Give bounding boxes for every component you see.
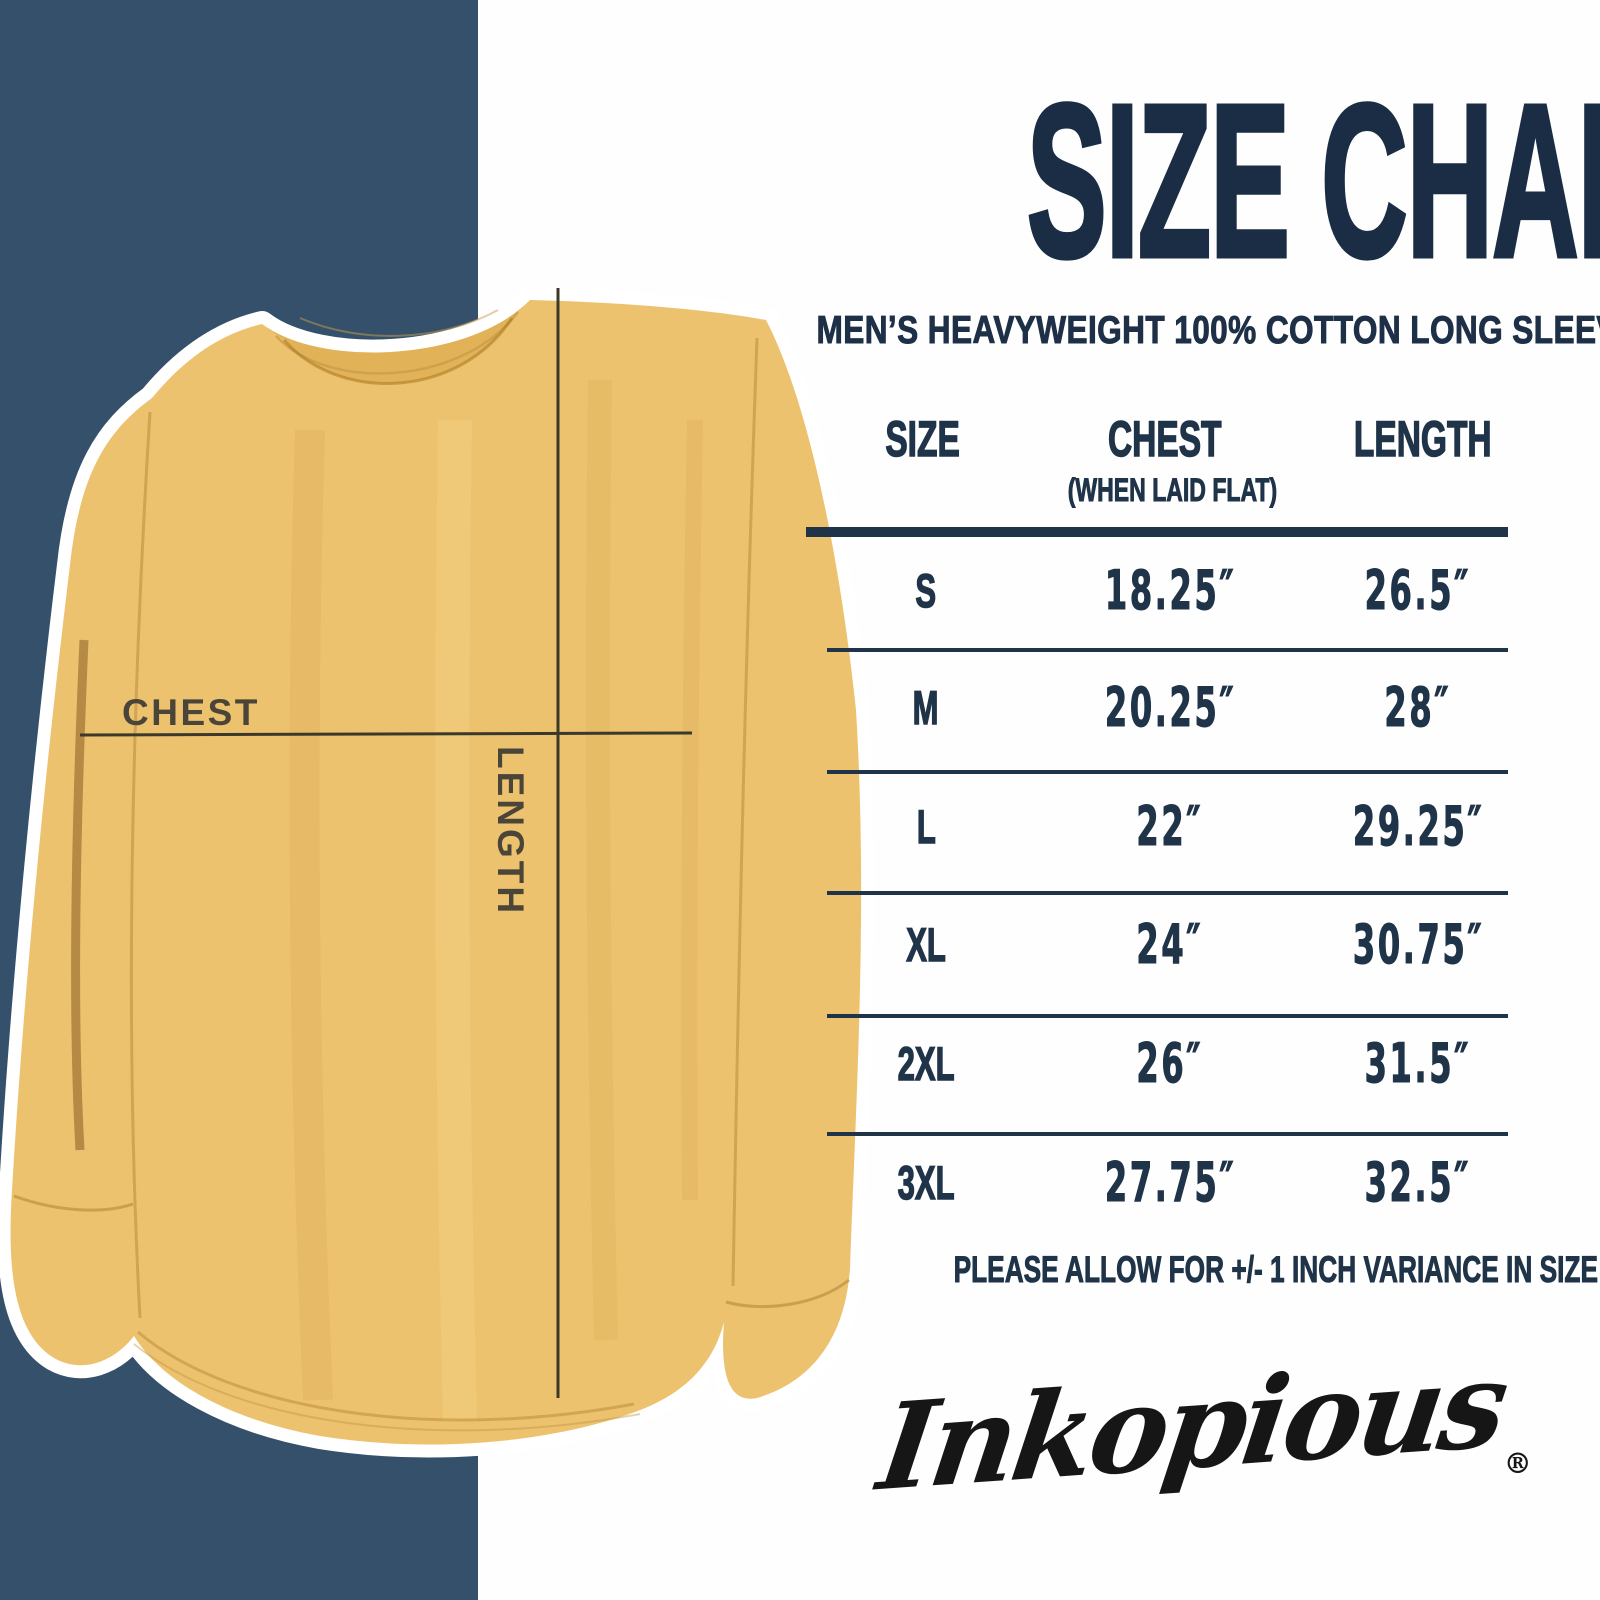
table-row-size: XL [906,917,947,972]
page-title-text: SIZE CHART [1025,60,1600,303]
column-header-length: LENGTH [1353,411,1492,467]
row-separator [827,648,1508,652]
page-title: SIZE CHART [737,70,1600,293]
chest-measure-line [79,731,693,737]
table-row-chest: 24″ [1136,913,1204,977]
fabric-fold-shadow [586,379,618,1341]
table-row-length: 31.5″ [1364,1032,1472,1096]
table-row-length: 30.75″ [1352,913,1484,977]
row-separator [827,770,1508,774]
registered-trademark-icon: ® [1503,1447,1532,1480]
table-row-size: 2XL [897,1036,955,1091]
table-row-length: 28″ [1384,676,1452,740]
table-row-length: 32.5″ [1364,1151,1472,1215]
column-header-size: SIZE [885,411,961,467]
table-row-size: S [915,563,937,618]
row-separator [827,1132,1508,1136]
page-subtitle: MEN’S HEAVYWEIGHT 100% COTTON LONG SLEEV… [720,308,1600,355]
table-row-chest: 22″ [1136,795,1204,859]
brand-logo-text: Inkopious [870,1333,1513,1518]
table-row-chest: 26″ [1136,1032,1204,1096]
column-header-chest: CHEST [1108,411,1223,467]
length-measure-label: LENGTH [490,746,531,916]
right-cuff-seam [725,1278,850,1309]
table-row-length: 26.5″ [1364,559,1472,623]
table-row-size: M [913,680,940,735]
chest-measure-label: CHEST [122,692,260,733]
shirt-photo-illustration: CHEST LENGTH [0,287,875,1458]
variance-note: PLEASE ALLOW FOR +/- 1 INCH VARIANCE IN … [953,1248,1598,1290]
table-header-rule [806,527,1508,537]
table-row-chest: 27.75″ [1104,1151,1236,1215]
hem-stitch [137,1330,635,1422]
sleeve-body-shadow [71,639,89,1151]
brand-logo: Inkopious® [871,1333,1532,1517]
fabric-fold-shadow [681,419,703,1201]
fabric-fold-highlight [435,419,477,1421]
collar-back-hint [299,309,499,337]
table-row-size: L [916,799,936,854]
table-row-size: 3XL [897,1155,955,1210]
table-row-chest: 20.25″ [1104,676,1236,740]
left-cuff-seam [13,1194,134,1212]
column-subheader-when-laid-flat: (WHEN LAID FLAT) [1067,472,1277,509]
row-separator [827,891,1508,895]
shirt-silhouette [0,287,875,1458]
collar-inner-shadow [282,317,514,385]
table-row-chest: 18.25″ [1104,559,1236,623]
table-row-length: 29.25″ [1352,795,1484,859]
left-sleeve-seam [129,411,152,1319]
fabric-fold-shadow [289,429,333,1401]
hem-stitch [133,1343,641,1432]
page-subtitle-text: MEN’S HEAVYWEIGHT 100% COTTON LONG SLEEV… [816,309,1600,353]
right-sleeve-seam [731,337,759,1287]
row-separator [827,1014,1508,1018]
